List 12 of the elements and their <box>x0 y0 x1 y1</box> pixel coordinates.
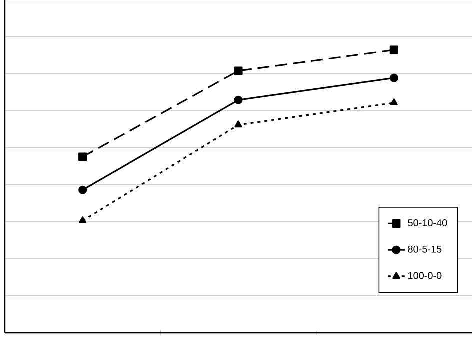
point <box>390 98 398 106</box>
point <box>390 74 398 82</box>
point <box>390 46 398 54</box>
point <box>79 216 87 224</box>
point <box>234 96 243 104</box>
legend-label: 50-10-40 <box>408 219 448 227</box>
legend-label: 80-5-15 <box>408 246 442 253</box>
point <box>234 66 243 76</box>
point <box>78 186 88 194</box>
point <box>234 120 242 128</box>
legend-label: 100-0-0 <box>408 272 442 280</box>
point <box>78 152 88 162</box>
